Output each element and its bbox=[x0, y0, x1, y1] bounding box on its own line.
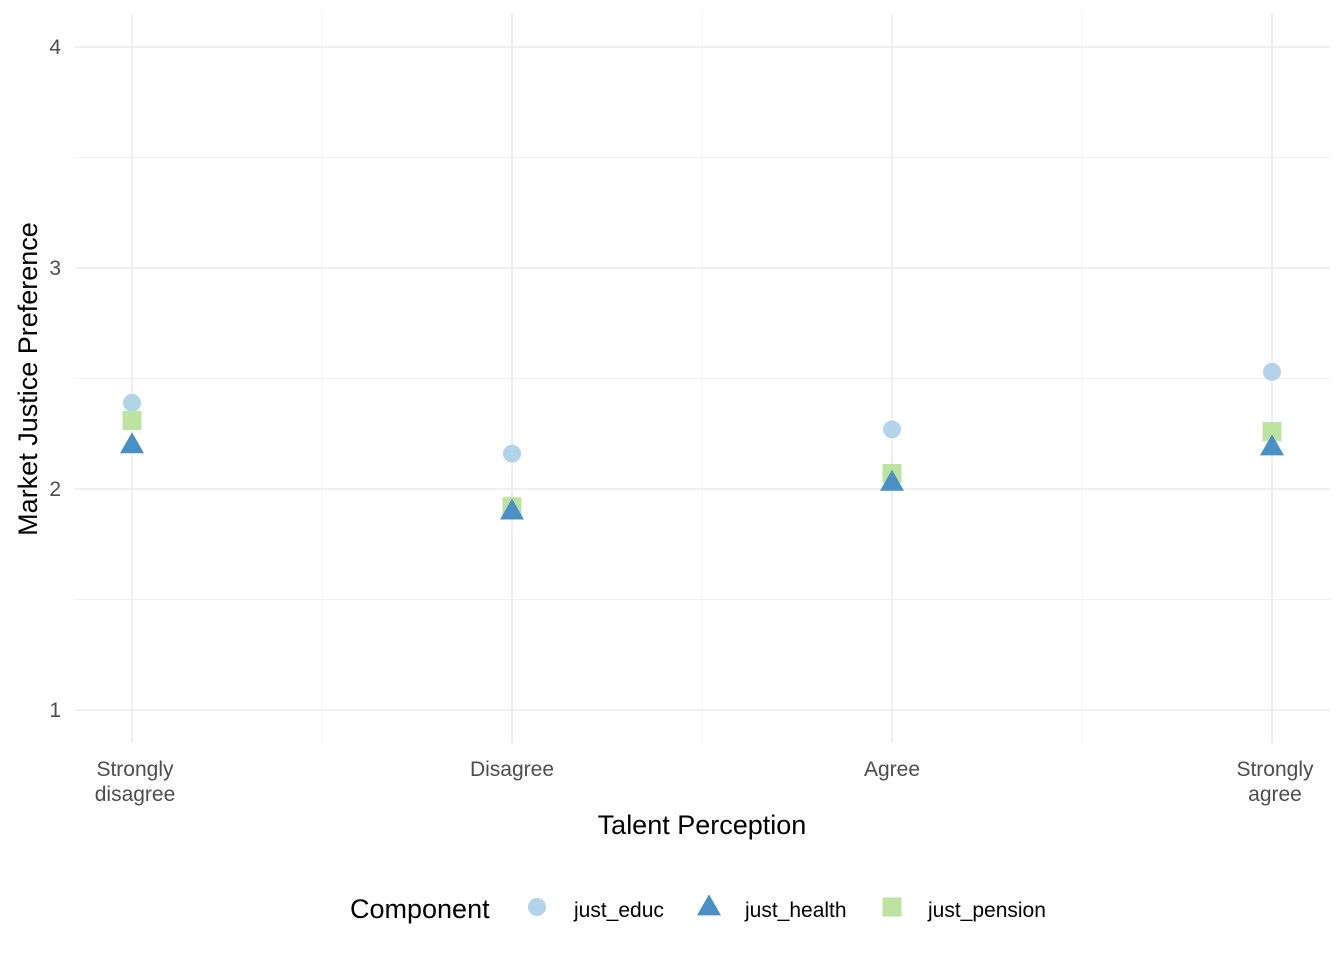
point-just_pension bbox=[1262, 422, 1282, 442]
point-just_pension bbox=[122, 410, 142, 430]
legend-key-just_health bbox=[697, 894, 721, 916]
series-just_educ bbox=[123, 362, 1281, 463]
y-tick-label: 1 bbox=[49, 699, 61, 722]
grid-minor bbox=[75, 13, 1330, 744]
legend-label-just_pension: just_pension bbox=[927, 899, 1046, 922]
point-just_educ bbox=[123, 393, 141, 412]
point-just_health bbox=[880, 469, 904, 491]
x-tick-label: Strongly agree bbox=[1236, 758, 1314, 806]
data-marks bbox=[120, 362, 1284, 520]
series-just_health bbox=[120, 432, 1284, 520]
x-tick-label: Disagree bbox=[470, 758, 554, 781]
y-axis-title: Market Justice Preference bbox=[13, 222, 43, 536]
point-just_health bbox=[1260, 434, 1284, 456]
legend-label-just_educ: just_educ bbox=[573, 899, 664, 922]
y-tick-label: 4 bbox=[49, 36, 61, 59]
x-axis-ticks: Strongly disagree Disagree Agree Strongly agr… bbox=[95, 758, 1314, 806]
point-just_educ bbox=[1263, 362, 1281, 381]
legend: Component just_educ just_health just_pensi… bbox=[350, 894, 1046, 924]
point-just_health bbox=[120, 432, 144, 454]
y-tick-label: 3 bbox=[49, 257, 61, 280]
point-just_educ bbox=[883, 420, 901, 439]
legend-title: Component bbox=[350, 894, 490, 924]
point-just_educ bbox=[503, 444, 521, 463]
point-just_health bbox=[500, 498, 524, 520]
y-tick-label: 2 bbox=[49, 478, 61, 501]
legend-key-just_pension bbox=[882, 897, 902, 917]
y-axis-ticks: 1 2 3 4 bbox=[49, 36, 61, 722]
x-axis-title: Talent Perception bbox=[598, 810, 807, 840]
x-tick-label: Agree bbox=[864, 758, 920, 781]
x-tick-label: Strongly disagree bbox=[95, 758, 176, 806]
legend-key-just_educ bbox=[528, 898, 546, 916]
legend-label-just_health: just_health bbox=[744, 899, 847, 922]
